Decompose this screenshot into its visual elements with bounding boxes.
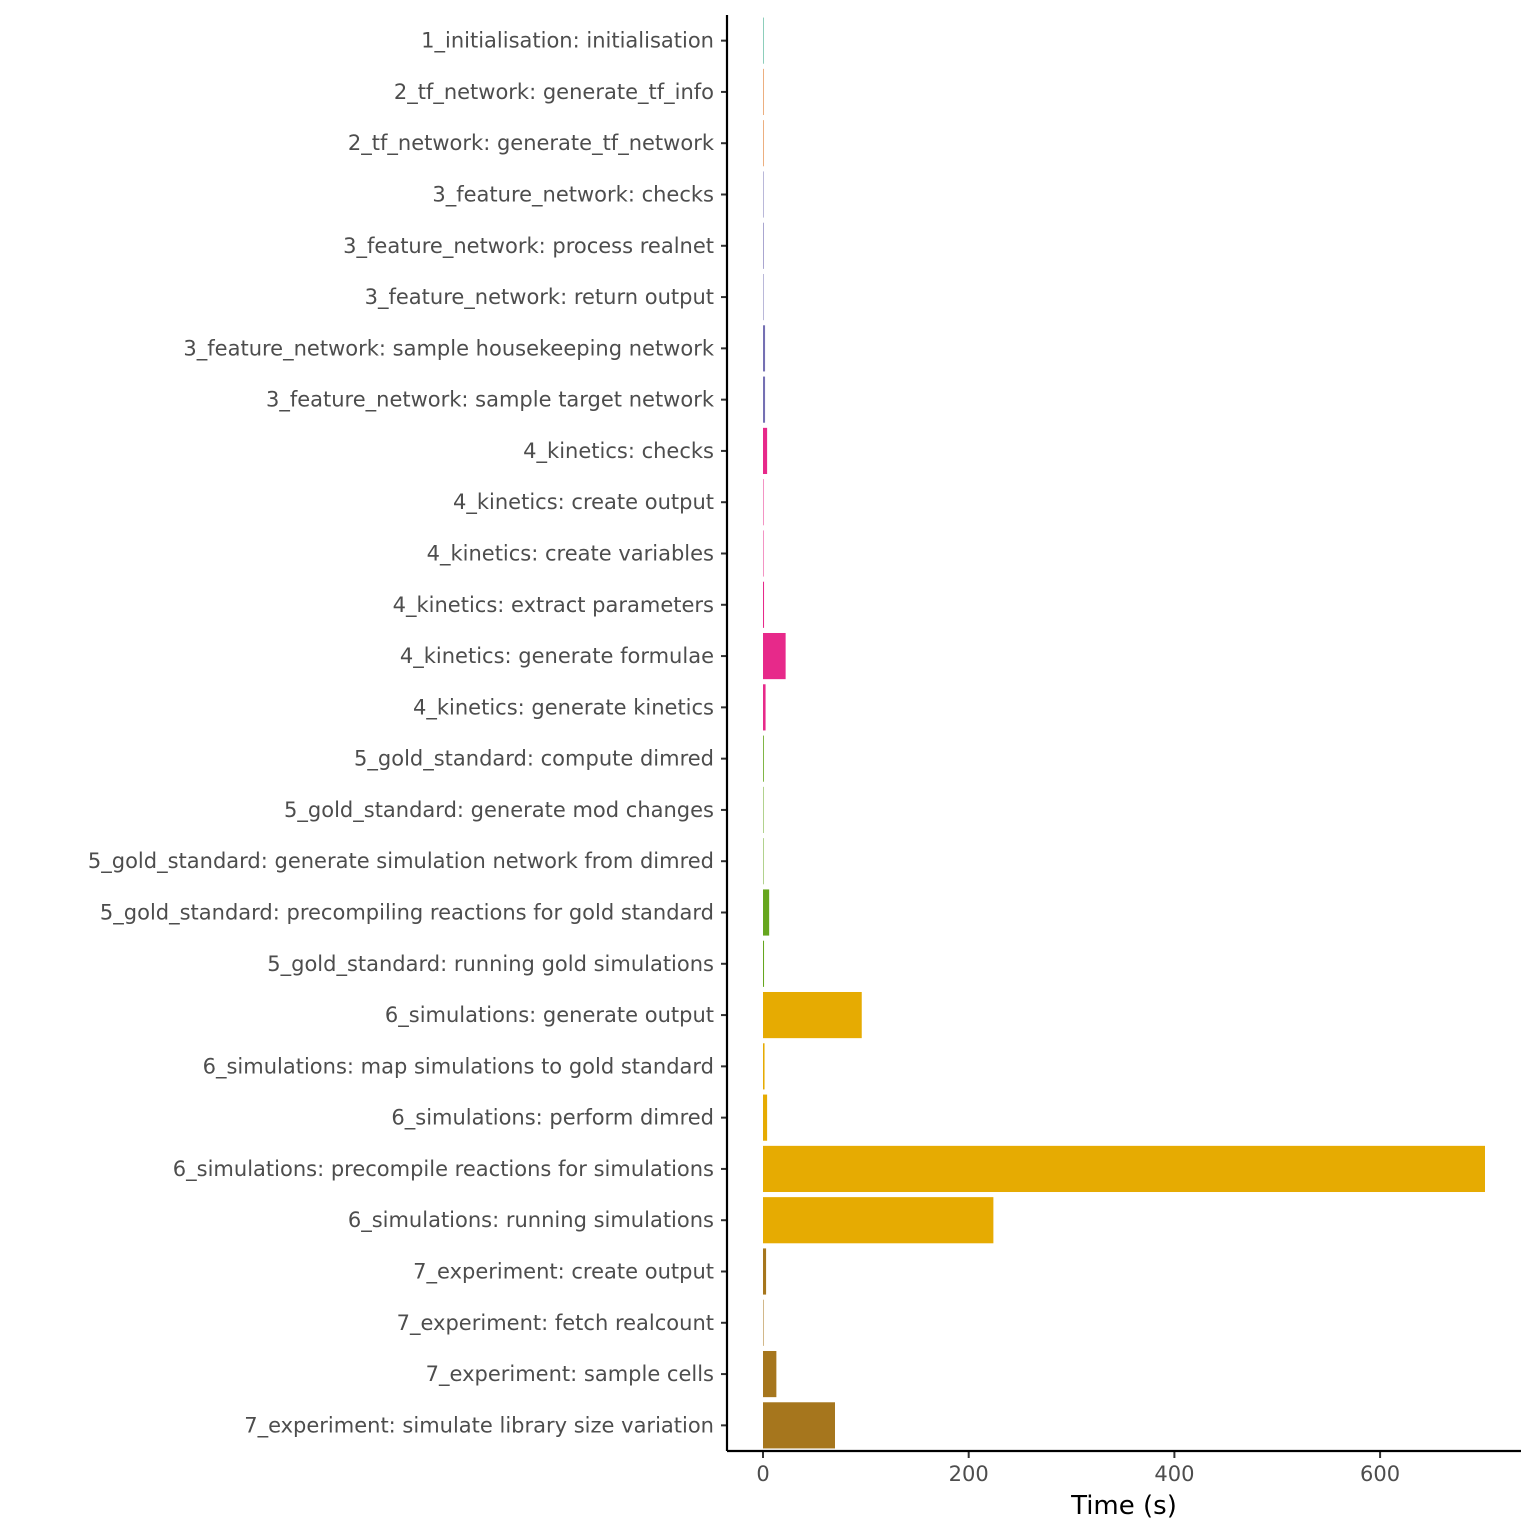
bar [763, 581, 765, 628]
category-label: 7_experiment: fetch realcount [397, 1311, 714, 1336]
bar [763, 889, 770, 936]
x-tick-label: 400 [1154, 1462, 1194, 1486]
category-label: 5_gold_standard: compute dimred [354, 747, 714, 772]
x-ticks-group: 0 200 400 600 [756, 1451, 1400, 1486]
category-label: 4_kinetics: create variables [427, 542, 714, 567]
x-tick-label: 200 [949, 1462, 989, 1486]
category-label: 4_kinetics: generate kinetics [413, 695, 714, 720]
category-label: 5_gold_standard: generate simulation net… [88, 849, 714, 874]
category-label: 5_gold_standard: running gold simulation… [267, 952, 714, 977]
bar [763, 1043, 765, 1090]
bar [763, 68, 764, 116]
category-label: 4_kinetics: generate formulae [400, 644, 714, 669]
bar [763, 1197, 994, 1244]
category-label: 4_kinetics: create output [453, 490, 714, 515]
bar [763, 684, 766, 731]
bar [763, 838, 764, 885]
x-axis-title: Time (s) [1070, 1491, 1177, 1521]
category-label: 4_kinetics: extract parameters [393, 593, 714, 618]
category-label: 3_feature_network: checks [432, 183, 714, 208]
bar [763, 530, 764, 577]
category-label: 3_feature_network: process realnet [343, 234, 714, 259]
category-label: 6_simulations: precompile reactions for … [173, 1157, 714, 1182]
bar [763, 273, 764, 321]
category-label: 5_gold_standard: generate mod changes [284, 798, 714, 823]
category-label: 7_experiment: simulate library size vari… [244, 1413, 714, 1438]
bar [763, 1145, 1485, 1193]
bar [763, 1402, 835, 1449]
bar [763, 1350, 777, 1398]
category-label: 6_simulations: running simulations [348, 1208, 714, 1233]
x-tick-label: 0 [756, 1462, 769, 1486]
category-label: 7_experiment: sample cells [426, 1362, 714, 1387]
category-label: 3_feature_network: sample target network [266, 388, 715, 413]
category-label: 2_tf_network: generate_tf_info [394, 80, 714, 105]
category-label: 7_experiment: create output [413, 1260, 714, 1285]
bar [763, 222, 764, 269]
category-label: 5_gold_standard: precompiling reactions … [100, 901, 714, 926]
category-labels-group: 1_initialisation: initialisation 2_tf_net… [88, 29, 715, 1439]
category-label: 6_simulations: perform dimred [391, 1106, 714, 1131]
bar [763, 1248, 767, 1295]
bars-group [763, 17, 1485, 1449]
bar [763, 171, 764, 218]
bar [763, 376, 766, 423]
category-label: 3_feature_network: return output [365, 285, 714, 310]
x-tick-label: 600 [1360, 1462, 1400, 1486]
bar [763, 940, 765, 987]
bar [763, 1094, 768, 1141]
bar [763, 325, 766, 372]
bar [763, 786, 764, 834]
category-label: 3_feature_network: sample housekeeping n… [183, 336, 714, 361]
bar [763, 427, 768, 475]
bar [763, 479, 764, 526]
category-label: 1_initialisation: initialisation [421, 29, 714, 54]
category-label: 6_simulations: generate output [385, 1003, 714, 1028]
bar [763, 735, 764, 782]
category-label: 6_simulations: map simulations to gold s… [203, 1054, 714, 1079]
category-label: 4_kinetics: checks [523, 439, 714, 464]
bar [763, 991, 862, 1039]
bar [763, 632, 786, 680]
bar [763, 1299, 764, 1346]
bar [763, 120, 764, 167]
bar [763, 17, 764, 64]
category-label: 2_tf_network: generate_tf_network [348, 131, 715, 156]
